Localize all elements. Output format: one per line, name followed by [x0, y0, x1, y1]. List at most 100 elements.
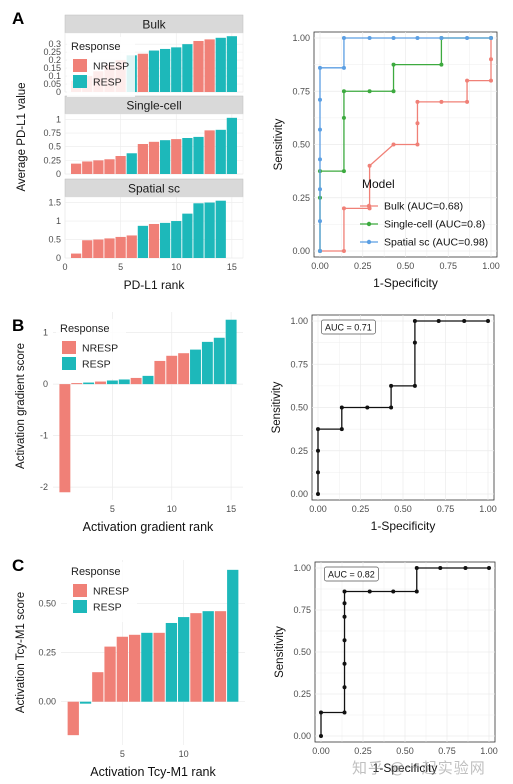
bar: [79, 701, 92, 704]
roc-point: [391, 142, 396, 147]
x-tick-label: 10: [167, 504, 177, 514]
roc-point: [389, 383, 394, 388]
roc-point: [486, 319, 490, 323]
bar: [137, 144, 148, 174]
roc-point: [439, 99, 444, 104]
roc-point: [367, 89, 372, 94]
legend-label-resp: RESP: [82, 359, 111, 371]
legend-response-C: Response NRESP RESP: [67, 562, 137, 622]
bar: [137, 53, 148, 92]
roc-point: [367, 36, 372, 40]
bar: [104, 238, 115, 258]
bar: [154, 360, 166, 385]
bar: [104, 646, 116, 702]
legend-title: Response: [71, 41, 121, 53]
B-roc-plot: 0.00 0.25 0.50 0.75 1.00 0.00 0.25 0.50 0.75 1.00…: [271, 314, 497, 533]
x-tick-label: 0.75: [438, 746, 456, 756]
bar: [153, 632, 165, 702]
bar: [215, 37, 226, 92]
bar: [215, 129, 226, 174]
bar: [137, 225, 148, 258]
roc-point: [365, 405, 370, 410]
roc-point: [412, 319, 417, 323]
roc-point: [389, 405, 394, 410]
roc-point: [341, 89, 346, 94]
y-tick-label: 0.25: [38, 648, 56, 658]
x-tick-label: 5: [120, 749, 125, 759]
y-axis-label: Activation gradient score: [15, 343, 27, 469]
panel-letter-C: C: [12, 556, 24, 575]
y-tick-label: 0.00: [293, 731, 311, 741]
legend-key-point: [366, 239, 372, 245]
y-tick-label: 0.25: [290, 446, 308, 456]
bar: [130, 377, 142, 385]
y-axis-label: Sensitivity: [271, 381, 283, 433]
x-tick-label: 0: [62, 262, 67, 272]
roc-point: [341, 249, 346, 253]
x-tick-label: 0.00: [309, 504, 327, 514]
roc-point: [436, 319, 441, 323]
roc-point: [318, 97, 322, 102]
bar: [71, 253, 82, 258]
x-tick-label: 15: [226, 504, 236, 514]
panel-letter-A: A: [12, 9, 24, 28]
x-tick-label: 1.00: [482, 261, 500, 271]
roc-point: [415, 121, 420, 126]
x-tick-label: 0.25: [352, 504, 370, 514]
legend-swatch-resp: [73, 75, 87, 88]
y-tick-label: 0.50: [292, 140, 310, 150]
y-tick-label: 0.25: [292, 193, 310, 203]
roc-point: [489, 36, 493, 40]
roc-point: [341, 65, 346, 70]
x-tick-label: 0.25: [354, 261, 372, 271]
roc-point: [465, 36, 470, 40]
roc-point: [318, 187, 322, 192]
auc-annotation-box: [324, 566, 379, 582]
x-tick-label: 0.00: [312, 746, 330, 756]
y-tick-label: 1.5: [48, 198, 61, 208]
roc-point: [342, 638, 347, 643]
bar: [202, 611, 214, 702]
roc-point: [341, 36, 346, 40]
roc-point: [318, 249, 322, 253]
roc-point: [342, 685, 347, 690]
facet-2: Spatial sc 0 0.5 1 1.5: [48, 178, 244, 263]
roc-point: [412, 383, 417, 388]
roc-point: [391, 62, 396, 67]
roc-point: [487, 566, 491, 570]
x-tick-label: 0.75: [439, 261, 457, 271]
legend-label-resp: RESP: [93, 602, 122, 614]
roc-point: [316, 492, 320, 496]
bar: [142, 375, 154, 385]
roc-point: [439, 62, 444, 67]
x-axis-label: 1-Specificity: [371, 519, 436, 533]
y-tick-label: 0.00: [292, 246, 310, 256]
legend-label: Spatial sc (AUC=0.98): [384, 237, 488, 249]
y-tick-label: 0.50: [38, 598, 56, 608]
bar: [182, 44, 193, 92]
legend-response-B: Response NRESP RESP: [56, 319, 126, 379]
y-tick-label: 0: [56, 87, 61, 97]
x-axis-label: PD-L1 rank: [124, 278, 186, 292]
roc-point: [318, 127, 322, 132]
bar: [204, 130, 215, 174]
roc-point: [367, 589, 372, 594]
legend-label-nresp: NRESP: [93, 61, 129, 73]
y-tick-label: 0.3: [48, 39, 61, 49]
roc-point: [463, 566, 468, 570]
bar: [82, 240, 93, 258]
y-tick-label: 1.00: [290, 316, 308, 326]
y-tick-label: 0.75: [290, 359, 308, 369]
x-tick-label: 0.50: [394, 504, 412, 514]
y-tick-label: 1.00: [293, 563, 311, 573]
bar: [182, 138, 193, 174]
facet-strip-label: Single-cell: [126, 99, 181, 113]
x-tick-label: 5: [118, 262, 123, 272]
bar: [104, 159, 115, 174]
bar: [204, 202, 215, 258]
bar: [226, 117, 237, 174]
legend-label: Bulk (AUC=0.68): [384, 201, 463, 213]
roc-point: [316, 448, 320, 453]
legend-swatch-nresp: [62, 341, 76, 354]
